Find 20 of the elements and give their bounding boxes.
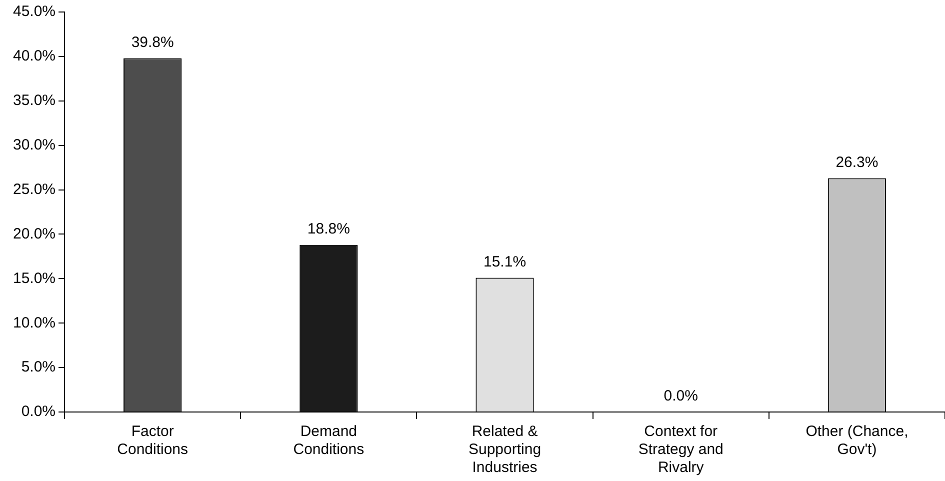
x-tick-label: Related & Supporting Industries — [468, 423, 542, 476]
data-label: 26.3% — [836, 154, 878, 171]
y-tick-label: 0.0% — [21, 403, 56, 420]
x-tick-label: Other (Chance, Gov't) — [806, 423, 908, 458]
data-label: 0.0% — [664, 388, 698, 405]
x-tick-label: Demand Conditions — [293, 423, 364, 458]
y-tick-label: 20.0% — [12, 225, 56, 242]
y-tick-label: 30.0% — [12, 136, 56, 154]
y-tick-label: 40.0% — [12, 48, 56, 65]
y-tick-label: 15.0% — [12, 270, 56, 287]
y-tick-label: 10.0% — [12, 314, 56, 332]
data-label: 15.1% — [483, 253, 526, 270]
y-tick-label: 45.0% — [12, 3, 56, 20]
y-tick-label: 25.0% — [12, 180, 56, 198]
y-tick-label: 5.0% — [21, 358, 56, 376]
x-tick-label: Context for Strategy and Rivalry — [638, 423, 724, 476]
x-tick-label: Factor Conditions — [117, 423, 188, 458]
y-tick-label: 35.0% — [12, 92, 56, 110]
data-label: 18.8% — [307, 220, 350, 238]
data-label: 39.8% — [131, 34, 174, 51]
